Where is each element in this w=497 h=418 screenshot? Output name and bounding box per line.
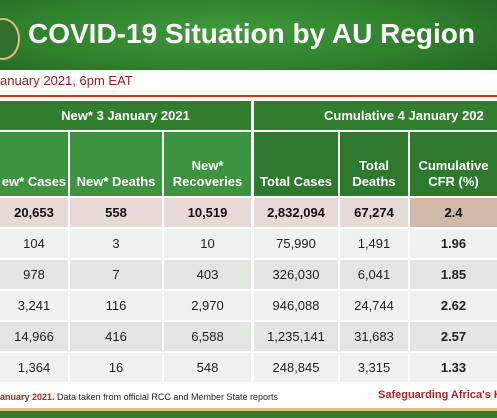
source-date: anuary 2021. <box>0 392 55 402</box>
table-cell: 1.33 <box>410 353 497 382</box>
cumulative-group-header: Cumulative 4 January 202 <box>254 101 497 130</box>
divider <box>0 95 497 97</box>
footer-bar <box>0 408 497 418</box>
table-cell: 978 <box>0 260 68 289</box>
table-row: 14,966 416 6,588 1,235,141 31,683 2.57 <box>0 322 497 351</box>
table-row: 3,241 116 2,970 946,088 24,744 2.62 <box>0 291 497 320</box>
table-row: 104 3 10 75,990 1,491 1.96 <box>0 229 497 258</box>
table-cell: 2,970 <box>164 291 251 320</box>
new-group-header: New* 3 January 2021 <box>0 101 251 130</box>
table-cell: 24,744 <box>340 291 408 320</box>
table-cell: 75,990 <box>254 229 338 258</box>
table-cell: 3 <box>70 229 162 258</box>
gold-stripe <box>0 408 497 411</box>
table-cell: 1,491 <box>340 229 408 258</box>
table-cell: 2.4 <box>410 198 497 227</box>
au-emblem-icon <box>0 18 20 60</box>
header-banner: COVID-19 Situation by AU Region <box>0 0 497 80</box>
col-new-cases: ew* Cases <box>0 132 68 196</box>
col-new-recoveries: New* Recoveries <box>164 132 251 196</box>
table-cell: 326,030 <box>254 260 338 289</box>
source-text: Data taken from official RCC and Member … <box>54 392 278 402</box>
col-cfr: Cumulative CFR (%) <box>410 132 497 196</box>
table-cell: 7 <box>70 260 162 289</box>
table-cell: 416 <box>70 322 162 351</box>
table-cell: 6,588 <box>164 322 251 351</box>
table-cell: 14,966 <box>0 322 68 351</box>
table-cell: 1.85 <box>410 260 497 289</box>
table-cell: 16 <box>70 353 162 382</box>
col-total-cases: Total Cases <box>254 132 338 196</box>
table-cell: 104 <box>0 229 68 258</box>
table-cell: 2,832,094 <box>254 198 338 227</box>
table-cell: 1,235,141 <box>254 322 338 351</box>
table-row: 978 7 403 326,030 6,041 1.85 <box>0 260 497 289</box>
table-cell: 3,315 <box>340 353 408 382</box>
table-cell: 31,683 <box>340 322 408 351</box>
table-cell: 403 <box>164 260 251 289</box>
col-new-deaths: New* Deaths <box>70 132 162 196</box>
table-cell: 67,274 <box>340 198 408 227</box>
page-title: COVID-19 Situation by AU Region <box>28 18 475 49</box>
date-subtitle: anuary 2021, 6pm EAT <box>0 70 497 92</box>
table-cell: 6,041 <box>340 260 408 289</box>
table-row: 20,653 558 10,519 2,832,094 67,274 2.4 <box>0 198 497 227</box>
table-cell: 1,364 <box>0 353 68 382</box>
tagline: Safeguarding Africa's Heal <box>378 389 497 401</box>
table-row: 1,364 16 548 248,845 3,315 1.33 <box>0 353 497 382</box>
table-cell: 1.96 <box>410 229 497 258</box>
table-cell: 3,241 <box>0 291 68 320</box>
table-cell: 10 <box>164 229 251 258</box>
table-cell: 10,519 <box>164 198 251 227</box>
table-cell: 2.57 <box>410 322 497 351</box>
table-cell: 2.62 <box>410 291 497 320</box>
source-note: anuary 2021. Data taken from official RC… <box>0 392 278 402</box>
table-cell: 558 <box>70 198 162 227</box>
table-cell: 548 <box>164 353 251 382</box>
table-cell: 946,088 <box>254 291 338 320</box>
table-cell: 116 <box>70 291 162 320</box>
table-cell: 20,653 <box>0 198 68 227</box>
col-total-deaths: Total Deaths <box>340 132 408 196</box>
table-cell: 248,845 <box>254 353 338 382</box>
